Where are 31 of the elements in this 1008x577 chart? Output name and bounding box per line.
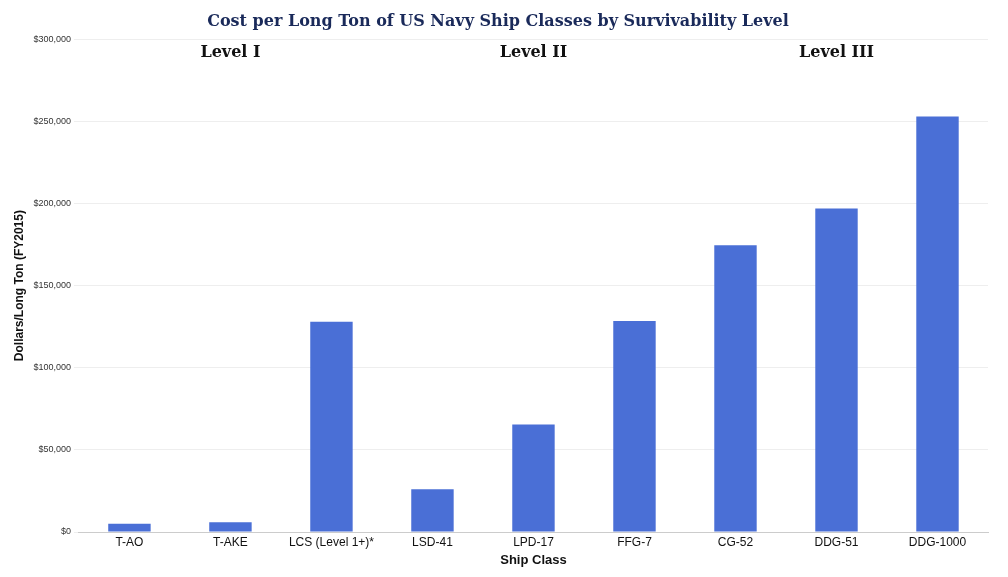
y-tick-label: $300,000: [33, 33, 71, 44]
x-tick-label: LSD-41: [412, 534, 454, 549]
x-axis-title: Ship Class: [500, 551, 567, 567]
x-tick-label: CG-52: [717, 534, 754, 549]
annotation: Level III: [798, 42, 874, 62]
x-tick-label: FFG-7: [617, 534, 653, 549]
y-tick-label: $200,000: [33, 197, 71, 208]
bar: [411, 489, 454, 532]
y-axis-title: Dollars/Long Ton (FY2015): [11, 210, 26, 362]
chart-title: Cost per Long Ton of US Navy Ship Classes by Survivability Level: [207, 10, 789, 30]
x-tick-label: LCS (Level 1+)*: [288, 534, 375, 549]
x-tick-label: T-AKE: [213, 534, 248, 549]
x-tick-label: DDG-51: [814, 534, 859, 549]
y-tick-label: $100,000: [33, 362, 71, 373]
y-tick-label: $50,000: [38, 444, 71, 455]
y-tick-label: $250,000: [33, 115, 71, 126]
bar: [108, 523, 151, 532]
bar: [916, 116, 959, 532]
y-tick-label: $0: [60, 526, 71, 537]
annotation: Level I: [200, 42, 261, 62]
y-tick-label: $150,000: [33, 280, 71, 291]
x-tick-label: LPD-17: [513, 534, 555, 549]
x-tick-label: T-AO: [115, 534, 144, 549]
annotation: Level II: [499, 42, 568, 62]
bar: [613, 320, 656, 532]
bar: [815, 208, 858, 532]
bar: [714, 245, 757, 532]
bar: [512, 424, 555, 532]
bar: [209, 522, 252, 532]
x-tick-label: DDG-1000: [908, 534, 967, 549]
bar: [310, 321, 353, 532]
